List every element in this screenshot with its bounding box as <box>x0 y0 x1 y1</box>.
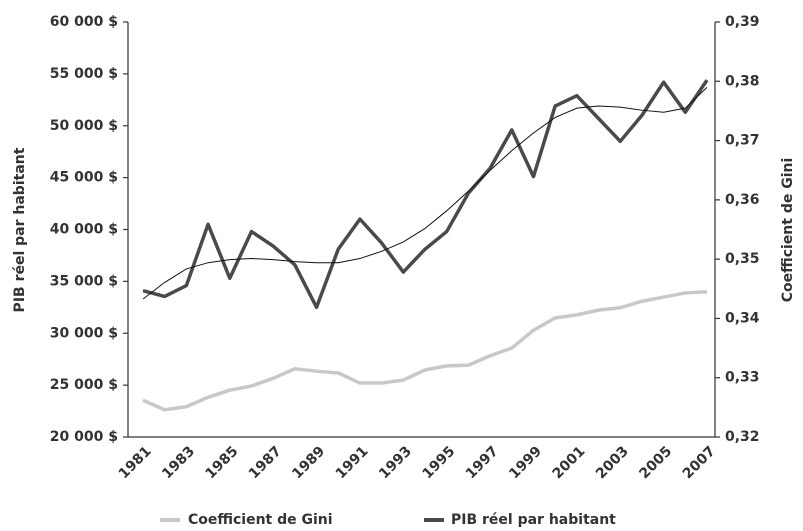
y-tick-label: 20 000 $ <box>50 429 118 445</box>
y-tick-label: 30 000 $ <box>50 325 118 341</box>
y2-tick-label: 0,32 <box>725 429 760 445</box>
y-tick-label: 35 000 $ <box>50 273 118 289</box>
x-tick-label: 2005 <box>636 443 675 482</box>
x-tick-label: 1993 <box>376 443 415 482</box>
y2-axis-title: Coefficient de Gini <box>780 158 796 303</box>
line-series <box>142 290 708 412</box>
line-series <box>142 79 709 310</box>
x-tick-label: 1985 <box>203 443 242 482</box>
y-tick-label: 40 000 $ <box>50 222 118 238</box>
y-tick-label: 60 000 $ <box>50 14 118 30</box>
x-tick-label: 1995 <box>419 443 458 482</box>
y2-tick-label: 0,34 <box>725 310 760 326</box>
trend-line <box>142 87 708 300</box>
x-tick-label: 1983 <box>159 443 198 482</box>
x-tick-label: 2007 <box>680 443 719 482</box>
y-axis-title: PIB réel par habitant <box>12 147 28 312</box>
x-tick-label: 1991 <box>333 443 372 482</box>
y-tick-label: 55 000 $ <box>50 66 118 82</box>
legend-label: Coefficient de Gini <box>188 512 333 528</box>
x-tick-label: 2001 <box>550 443 589 482</box>
y-tick-label: 50 000 $ <box>50 118 118 134</box>
y2-tick-label: 0,37 <box>725 133 760 149</box>
x-tick-label: 1987 <box>246 443 285 482</box>
y2-tick-label: 0,39 <box>725 14 760 30</box>
y2-tick-label: 0,35 <box>725 251 760 267</box>
y2-tick-label: 0,38 <box>725 73 760 89</box>
y2-tick-label: 0,36 <box>725 192 760 208</box>
y-tick-label: 25 000 $ <box>50 377 118 393</box>
x-tick-label: 1981 <box>116 443 155 482</box>
y2-tick-label: 0,33 <box>725 370 760 386</box>
legend-label: PIB réel par habitant <box>451 512 616 528</box>
x-tick-label: 1999 <box>506 443 545 482</box>
y-tick-label: 45 000 $ <box>50 170 118 186</box>
x-tick-label: 1997 <box>463 443 502 482</box>
x-tick-label: 2003 <box>593 443 632 482</box>
x-tick-label: 1989 <box>289 443 328 482</box>
